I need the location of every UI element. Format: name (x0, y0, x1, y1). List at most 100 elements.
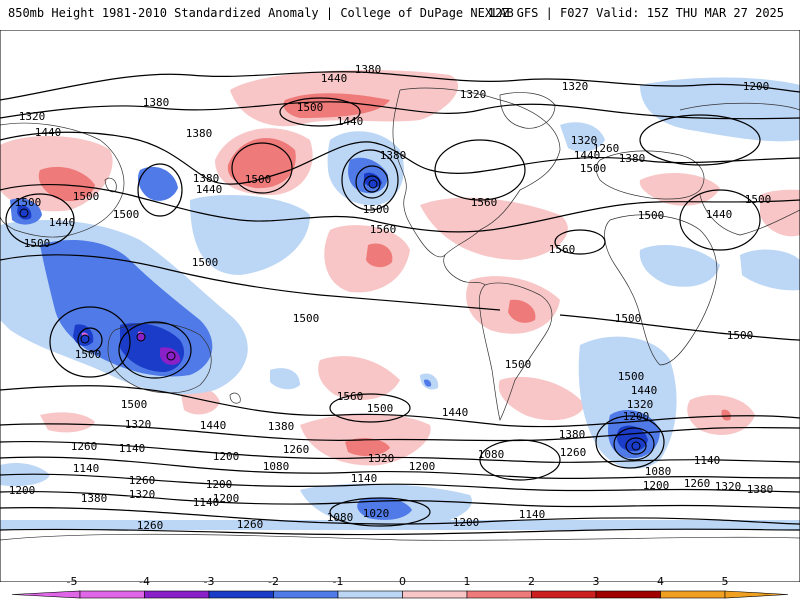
contour-label: 1440 (321, 72, 348, 85)
colorbar-segment (660, 590, 726, 599)
colorbar-tick-labels: -5 -4 -3 -2 -1 0 1 2 3 4 5 (67, 575, 729, 588)
contour-label: 1020 (363, 507, 390, 520)
contour-label: 1140 (519, 508, 546, 521)
contour-label: 1500 (293, 312, 320, 325)
colorbar-segment (466, 590, 532, 599)
colorbar-tick-label: -1 (333, 575, 344, 588)
contour-label: 1320 (460, 88, 487, 101)
contour-label: 1500 (73, 190, 100, 203)
contour-label: 1500 (75, 348, 102, 361)
contour-label: 1500 (121, 398, 148, 411)
anomaly-region-neg1 (560, 122, 605, 152)
contour-label: 1080 (645, 465, 672, 478)
colorbar-segment (595, 590, 661, 599)
anomaly-region-neg1 (270, 368, 300, 390)
contour-label: 1320 (368, 452, 395, 465)
contour-label: 1380 (193, 172, 220, 185)
colorbar-tick-label: 1 (464, 575, 471, 588)
contour-label: 1380 (619, 152, 646, 165)
contour-label: 1320 (715, 480, 742, 493)
contour-label: 1500 (745, 193, 772, 206)
contour-label: 1260 (237, 518, 264, 531)
contour-label: 1500 (24, 237, 51, 250)
anomaly-region-pos1 (498, 376, 585, 421)
anomaly-region-neg1 (640, 77, 800, 142)
colorbar-segment (208, 590, 274, 599)
colorbar-segment (402, 590, 468, 599)
anomaly-region-pos2 (345, 438, 390, 457)
anomaly-region-neg1 (190, 195, 310, 275)
anomaly-region-pos1 (420, 197, 568, 260)
contour-label: 1380 (268, 420, 295, 433)
colorbar-segment (273, 590, 339, 599)
contour-label: 1200 (453, 516, 480, 529)
contour-label: 1560 (370, 223, 397, 236)
contour-label: 1140 (119, 442, 146, 455)
colorbar-arrow-high (724, 590, 789, 599)
low-center-marker (368, 179, 378, 189)
contour-label: 1260 (593, 142, 620, 155)
colorbar-tick-label: 5 (722, 575, 729, 588)
contour-label: 1440 (200, 419, 227, 432)
colorbar-tick-label: -4 (139, 575, 150, 588)
anomaly-region-neg2 (137, 166, 178, 201)
contour-label: 1320 (129, 488, 156, 501)
colorbar-tick-label: -3 (204, 575, 215, 588)
contour-label: 1500 (113, 208, 140, 221)
contour-label: 1320 (19, 110, 46, 123)
low-centers (19, 179, 641, 451)
anomaly-region-pos2 (366, 243, 393, 268)
contour-label: 1140 (193, 496, 220, 509)
contour-label: 1260 (560, 446, 587, 459)
contour-label: 1500 (363, 203, 390, 216)
contour-label: 1440 (49, 216, 76, 229)
contour-label: 1500 (505, 358, 532, 371)
contour-label: 1500 (638, 209, 665, 222)
contour-label: 1140 (73, 462, 100, 475)
coastlines (0, 87, 800, 541)
contour-label: 1200 (213, 492, 240, 505)
contour-label: 1080 (263, 460, 290, 473)
contour-label: 1380 (559, 428, 586, 441)
colorbar-tick-label: 0 (399, 575, 406, 588)
contour-label: 1200 (743, 80, 770, 93)
contour-label: 1380 (380, 149, 407, 162)
map-header: 850mb Height 1981-2010 Standardized Anom… (0, 0, 800, 30)
contour-label: 1200 (623, 410, 650, 423)
colorbar-tick-label: 3 (593, 575, 600, 588)
contour-label: 1440 (631, 384, 658, 397)
contour-label: 1440 (706, 208, 733, 221)
contour-label: 1500 (367, 402, 394, 415)
contour-label: 1440 (337, 115, 364, 128)
contour-label: 1320 (627, 398, 654, 411)
contour-label: 1380 (747, 483, 774, 496)
contour-label: 1500 (727, 329, 754, 342)
contour-label: 1260 (283, 443, 310, 456)
contour-label: 1260 (129, 474, 156, 487)
low-center-marker (166, 351, 176, 361)
colorbar-tick-label: 2 (528, 575, 535, 588)
contour-label: 1200 (9, 484, 36, 497)
contour-label: 1500 (580, 162, 607, 175)
anomaly-region-pos2 (721, 409, 731, 421)
contour-label: 1260 (71, 440, 98, 453)
contour-label: 1380 (81, 492, 108, 505)
anomaly-region-pos2 (38, 166, 95, 202)
contour-label: 1380 (355, 63, 382, 76)
contour-label: 1200 (213, 450, 240, 463)
contour-label: 1500 (192, 256, 219, 269)
low-center-marker (80, 334, 90, 344)
contour-label: 1500 (297, 101, 324, 114)
colorbar-tick-label: -2 (268, 575, 279, 588)
contour-label: 1320 (125, 418, 152, 431)
anomaly-region-pos1 (318, 356, 400, 400)
contour-label: 1440 (574, 149, 601, 162)
low-center-marker (136, 332, 146, 342)
anomaly-region-neg2 (357, 497, 412, 520)
low-center-marker (19, 208, 29, 218)
low-center-marker (631, 441, 641, 451)
product-title: 850mb Height 1981-2010 Standardized Anom… (8, 6, 514, 20)
contour-label: 1140 (351, 472, 378, 485)
anomaly-region-pos1 (40, 412, 95, 433)
